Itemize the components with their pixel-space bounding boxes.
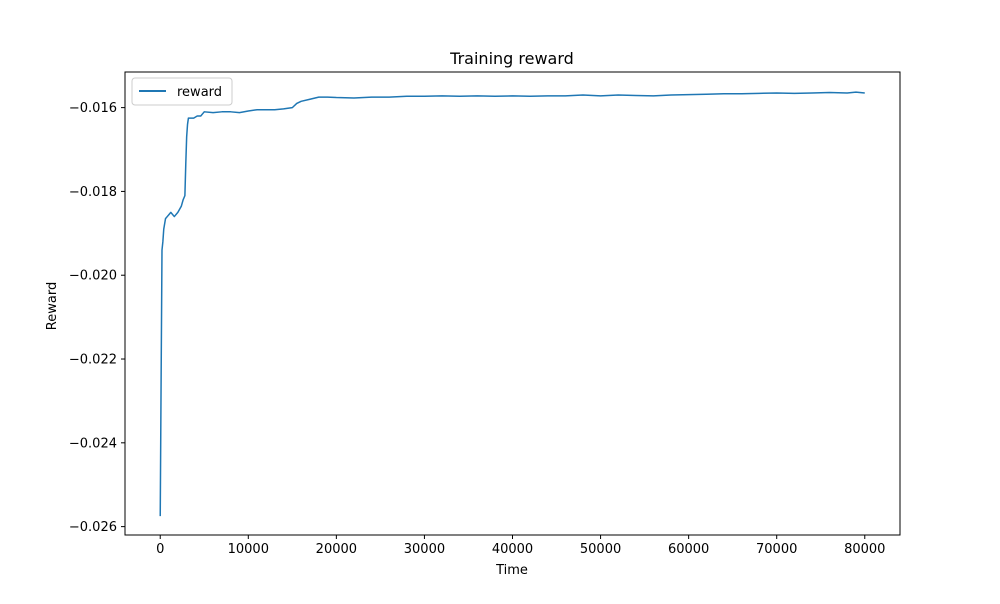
x-tick-label: 60000	[668, 542, 709, 557]
x-tick-label: 70000	[756, 542, 797, 557]
plot-area	[159, 91, 865, 517]
axes: 0 10000 20000 30000 40000 50000 60000 70000 8000…	[69, 71, 901, 557]
legend: reward	[131, 77, 233, 106]
x-tick-label: 30000	[404, 542, 445, 557]
series-line-reward	[159, 91, 865, 517]
y-tick-label: −0.018	[69, 185, 117, 200]
chart-title: Training reward	[449, 49, 574, 68]
axes-frame	[124, 71, 901, 536]
x-axis-label: Time	[495, 563, 528, 578]
legend-label-reward: reward	[177, 85, 222, 100]
y-tick-label: −0.024	[69, 436, 117, 451]
y-axis-label: Reward	[45, 282, 60, 330]
x-tick-label: 50000	[580, 542, 621, 557]
x-tick-label: 40000	[492, 542, 533, 557]
x-tick-label: 0	[156, 542, 164, 557]
y-tick-label: −0.016	[69, 101, 117, 116]
y-tick-label: −0.022	[69, 353, 117, 368]
y-tick-label: −0.020	[69, 269, 117, 284]
x-tick-label: 80000	[844, 542, 885, 557]
y-tick-label: −0.026	[69, 520, 117, 535]
x-tick-label: 10000	[228, 542, 269, 557]
x-tick-label: 20000	[316, 542, 357, 557]
legend-frame	[131, 77, 233, 106]
